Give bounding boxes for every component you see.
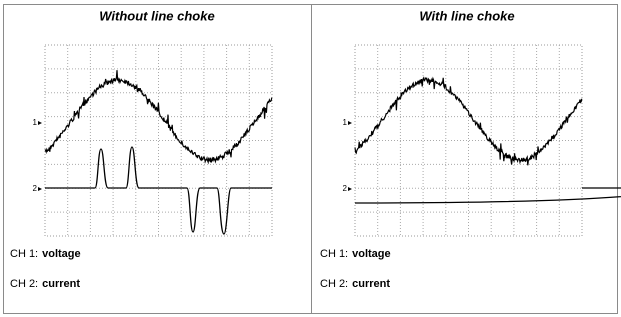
panel-title: Without line choke <box>99 8 214 23</box>
legend-value: current <box>42 278 80 290</box>
legend-value: voltage <box>352 248 391 260</box>
channel-marker: 1 <box>33 118 38 127</box>
channel-legend: CH 2: current <box>10 278 80 290</box>
legend-label: CH 1: <box>10 248 38 260</box>
legend-value: voltage <box>42 248 81 260</box>
channel-marker: 1 <box>343 118 348 127</box>
channel-marker: 2 <box>343 184 348 193</box>
legend-label: CH 2: <box>10 278 38 290</box>
channel-legend: CH 2: current <box>320 278 390 290</box>
channel-legend: CH 1: voltage <box>10 248 81 260</box>
legend-value: current <box>352 278 390 290</box>
channel-marker: 2 <box>33 184 38 193</box>
legend-label: CH 2: <box>320 278 348 290</box>
channel-legend: CH 1: voltage <box>320 248 391 260</box>
legend-label: CH 1: <box>320 248 348 260</box>
panel-title: With line choke <box>419 8 514 23</box>
figure: Without line choke 1 2 CH 1: voltage CH 2: cur… <box>0 0 621 317</box>
